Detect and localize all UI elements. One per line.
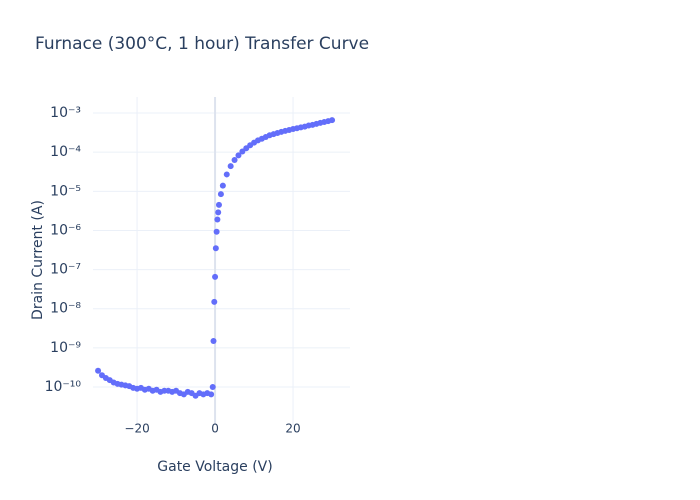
data-point (219, 182, 226, 189)
data-point (213, 228, 220, 235)
x-axis-title: Gate Voltage (V) (157, 459, 272, 475)
y-tick-label: 10⁻⁶ (50, 222, 81, 238)
chart-title: Furnace (300°C, 1 hour) Transfer Curve (35, 34, 369, 54)
y-tick-label: 10⁻¹⁰ (45, 379, 82, 395)
data-point (210, 337, 217, 344)
data-point (215, 209, 222, 216)
data-point (329, 117, 336, 124)
x-tick-label: −20 (124, 422, 149, 436)
y-tick-label: 10⁻⁷ (50, 262, 81, 278)
data-point (235, 152, 242, 159)
data-point (217, 191, 224, 198)
data-point (95, 367, 102, 374)
data-point (209, 384, 216, 391)
data-point (223, 171, 230, 178)
data-point (212, 245, 219, 252)
y-tick-label: 10⁻³ (50, 105, 81, 121)
data-point (211, 298, 218, 305)
data-point (215, 201, 222, 208)
y-tick-label: 10⁻⁹ (50, 340, 81, 356)
y-tick-label: 10⁻⁵ (50, 183, 81, 199)
data-point (212, 273, 219, 280)
y-tick-label: 10⁻⁸ (50, 301, 81, 317)
data-point (208, 391, 215, 398)
data-point (231, 157, 238, 164)
data-point (227, 163, 234, 170)
x-tick-label: 20 (285, 422, 300, 436)
data-point (214, 216, 221, 223)
y-tick-label: 10⁻⁴ (50, 144, 81, 160)
y-axis-title: Drain Current (A) (30, 200, 46, 320)
x-tick-label: 0 (211, 422, 219, 436)
